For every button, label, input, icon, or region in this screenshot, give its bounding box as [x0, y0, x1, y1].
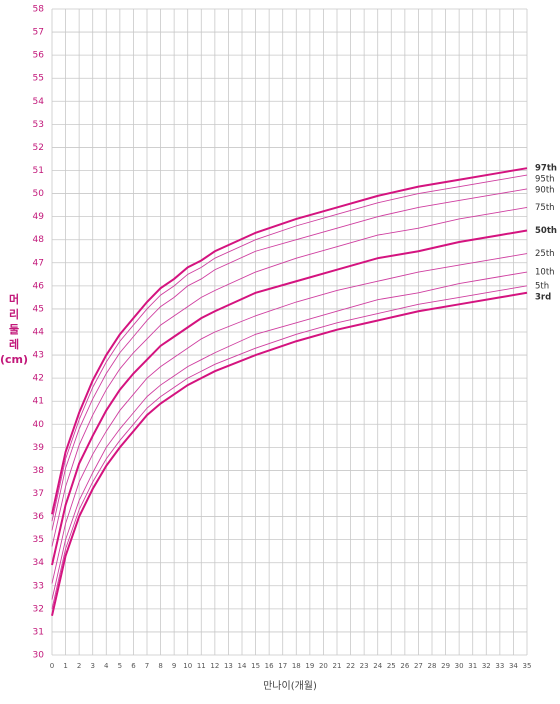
x-tick-label: 31	[468, 662, 477, 670]
y-tick-label: 50	[33, 189, 45, 199]
x-tick-label: 6	[131, 662, 136, 670]
x-tick-label: 8	[158, 662, 162, 670]
x-tick-label: 14	[238, 662, 247, 670]
legend-label: 3rd	[535, 292, 551, 302]
percentile-line	[51, 271, 528, 600]
x-tick-label: 9	[172, 662, 176, 670]
x-tick-label: 19	[305, 662, 314, 670]
x-tick-label: 0	[50, 662, 54, 670]
percentile-line	[51, 285, 528, 609]
y-tick-label: 48	[33, 235, 45, 245]
y-tick-label: 37	[33, 489, 44, 499]
y-tick-label: 39	[33, 443, 45, 453]
y-tick-label: 53	[33, 120, 44, 130]
legend-label: 5th	[535, 281, 549, 291]
y-tick-label: 44	[33, 328, 45, 338]
x-tick-label: 27	[414, 662, 423, 670]
y-tick-label: 34	[33, 558, 45, 568]
percentile-line	[51, 167, 528, 515]
percentile-line	[51, 291, 528, 616]
legend-label: 25th	[535, 249, 555, 259]
legend-label: 75th	[535, 203, 555, 213]
y-tick-label: 58	[33, 5, 45, 15]
y-tick-label: 36	[33, 512, 45, 522]
x-tick-label: 17	[278, 662, 287, 670]
y-axis-label: (cm)	[0, 353, 28, 366]
y-tick-label: 55	[33, 74, 44, 84]
x-tick-label: 13	[224, 662, 233, 670]
y-tick-label: 41	[33, 397, 44, 407]
x-tick-label: 5	[118, 662, 122, 670]
y-tick-label: 35	[33, 535, 44, 545]
y-tick-label: 52	[33, 143, 44, 153]
x-tick-label: 30	[455, 662, 464, 670]
y-tick-label: 57	[33, 28, 44, 38]
x-tick-label: 4	[104, 662, 109, 670]
x-tick-label: 10	[183, 662, 192, 670]
percentile-line	[51, 253, 528, 584]
x-tick-label: 23	[360, 662, 369, 670]
y-tick-label: 43	[33, 351, 44, 361]
x-tick-label: 22	[346, 662, 355, 670]
x-tick-label: 28	[428, 662, 437, 670]
y-tick-label: 49	[33, 212, 45, 222]
y-tick-label: 30	[33, 651, 45, 661]
percentile-line	[51, 206, 528, 547]
x-tick-label: 7	[145, 662, 149, 670]
x-tick-label: 34	[509, 662, 518, 670]
y-tick-label: 46	[33, 281, 45, 291]
x-tick-label: 12	[210, 662, 219, 670]
y-axis-label: 레	[9, 337, 19, 351]
y-axis-label: 둘	[9, 323, 19, 336]
y-tick-label: 54	[33, 97, 45, 107]
y-tick-label: 42	[33, 374, 44, 384]
y-tick-label: 40	[33, 420, 45, 430]
x-tick-label: 35	[523, 662, 532, 670]
y-tick-label: 45	[33, 304, 44, 314]
y-tick-label: 38	[33, 466, 45, 476]
legend-label: 50th	[535, 226, 557, 236]
x-tick-label: 20	[319, 662, 328, 670]
x-tick-label: 11	[197, 662, 206, 670]
x-tick-label: 24	[373, 662, 382, 670]
x-tick-label: 16	[265, 662, 274, 670]
x-tick-label: 3	[90, 662, 94, 670]
x-tick-label: 32	[482, 662, 491, 670]
y-tick-label: 51	[33, 166, 44, 176]
x-tick-label: 15	[251, 662, 260, 670]
x-tick-label: 21	[333, 662, 342, 670]
y-axis-label: 머	[9, 292, 19, 306]
x-tick-label: 33	[495, 662, 504, 670]
y-tick-label: 31	[33, 627, 44, 637]
x-tick-label: 26	[400, 662, 409, 670]
x-tick-label: 1	[63, 662, 67, 670]
y-tick-label: 32	[33, 604, 44, 614]
y-tick-label: 33	[33, 581, 44, 591]
percentile-line	[51, 188, 528, 531]
y-axis-label: 리	[9, 307, 19, 321]
legend-label: 90th	[535, 186, 555, 196]
x-tick-label: 18	[292, 662, 301, 670]
percentile-line	[51, 174, 528, 522]
y-tick-label: 56	[33, 51, 45, 61]
x-axis-label: 만나이(개월)	[263, 680, 317, 692]
y-tick-label: 47	[33, 258, 44, 268]
percentile-line	[51, 229, 528, 566]
x-tick-label: 2	[77, 662, 81, 670]
legend-label: 95th	[535, 175, 555, 185]
legend-label: 10th	[535, 268, 555, 278]
x-tick-label: 29	[441, 662, 450, 670]
legend-label: 97th	[535, 164, 557, 174]
x-tick-label: 25	[387, 662, 396, 670]
